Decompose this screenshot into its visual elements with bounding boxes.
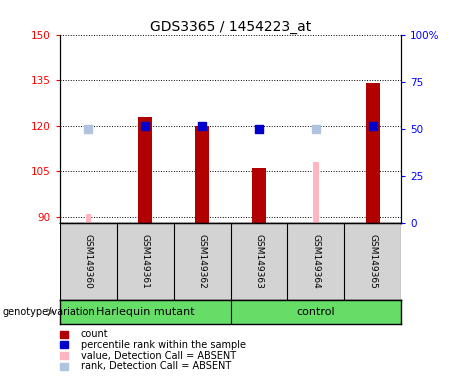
Bar xyxy=(138,116,152,223)
Point xyxy=(142,122,149,129)
Title: GDS3365 / 1454223_at: GDS3365 / 1454223_at xyxy=(150,20,311,33)
Bar xyxy=(252,168,266,223)
Point xyxy=(85,126,92,132)
Text: rank, Detection Call = ABSENT: rank, Detection Call = ABSENT xyxy=(81,361,231,371)
Text: GSM149361: GSM149361 xyxy=(141,234,150,288)
Text: count: count xyxy=(81,329,108,339)
Point xyxy=(369,122,376,129)
Point xyxy=(312,126,319,132)
Text: percentile rank within the sample: percentile rank within the sample xyxy=(81,340,246,350)
Text: genotype/variation: genotype/variation xyxy=(2,307,95,317)
Bar xyxy=(366,83,380,223)
Point xyxy=(198,122,206,129)
Point xyxy=(255,126,263,132)
Text: GSM149360: GSM149360 xyxy=(84,234,93,288)
Text: GSM149363: GSM149363 xyxy=(254,234,263,288)
Text: Harlequin mutant: Harlequin mutant xyxy=(96,307,195,317)
Text: GSM149362: GSM149362 xyxy=(198,234,207,288)
Text: GSM149364: GSM149364 xyxy=(311,234,320,288)
Bar xyxy=(313,162,319,223)
Text: GSM149365: GSM149365 xyxy=(368,234,377,288)
Bar xyxy=(195,126,209,223)
Text: value, Detection Call = ABSENT: value, Detection Call = ABSENT xyxy=(81,351,236,361)
Bar xyxy=(86,214,91,223)
Text: control: control xyxy=(296,307,335,317)
